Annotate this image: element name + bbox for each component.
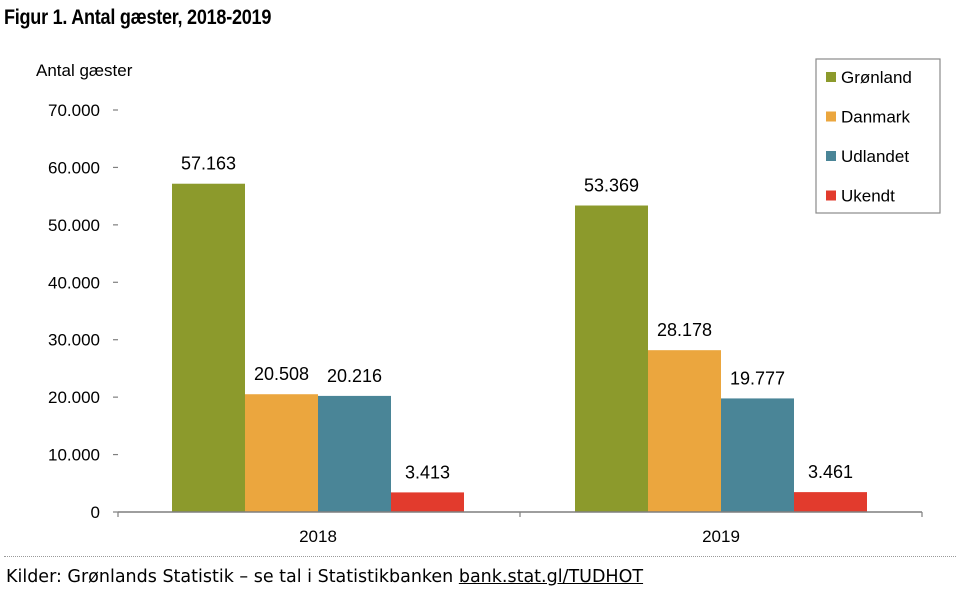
bar-chart: Antal gæster 0 10.000 20.000 30.000 40.000 50… [36, 58, 941, 546]
bar-grønland-2018 [172, 183, 245, 512]
bar-udlandet-2019 [721, 398, 794, 512]
y-tick-label: 50.000 [48, 216, 100, 235]
y-axis-ticks: 0 10.000 20.000 30.000 40.000 50.000 60.000 70.… [48, 101, 118, 522]
legend: Grønland Danmark Udlandet Ukendt [815, 58, 941, 214]
y-tick-label: 30.000 [48, 331, 100, 350]
y-axis-label: Antal gæster [36, 61, 133, 80]
source-note: Kilder: Grønlands Statistik – se tal i S… [6, 567, 643, 587]
source-separator [4, 556, 956, 557]
bar-value-label: 53.369 [584, 176, 639, 196]
y-tick-label: 40.000 [48, 273, 100, 292]
source-link[interactable]: bank.stat.gl/TUDHOT [458, 567, 644, 587]
x-axis-ticks: 2018 2019 [117, 512, 923, 546]
legend-swatch [826, 190, 836, 201]
bars [172, 183, 867, 512]
bar-value-label: 28.178 [657, 320, 712, 340]
x-tick-label: 2019 [702, 527, 740, 546]
bar-value-label: 20.508 [254, 364, 309, 384]
source-text: Kilder: Grønlands Statistik – se tal i S… [6, 567, 459, 587]
y-tick-label: 10.000 [48, 446, 100, 465]
y-tick-label: 0 [91, 503, 100, 522]
bar-ukendt-2018 [391, 492, 464, 512]
bar-value-label: 20.216 [327, 366, 382, 386]
legend-label: Ukendt [841, 187, 895, 206]
bar-value-label: 3.413 [405, 462, 450, 482]
y-tick-label: 20.000 [48, 388, 100, 407]
bar-grønland-2019 [575, 205, 648, 512]
legend-swatch [826, 111, 836, 122]
legend-swatch [826, 151, 836, 161]
legend-label: Danmark [841, 108, 910, 127]
bar-value-label: 57.163 [181, 154, 236, 174]
x-tick-label: 2018 [299, 527, 337, 546]
legend-box [815, 58, 941, 214]
legend-swatch [826, 72, 836, 82]
legend-label: Grønland [841, 68, 912, 87]
bar-ukendt-2019 [794, 492, 867, 512]
legend-label: Udlandet [841, 147, 909, 166]
figure-title: Figur 1. Antal gæster, 2018-2019 [4, 6, 272, 29]
bar-danmark-2019 [648, 350, 721, 512]
bar-udlandet-2018 [318, 395, 391, 512]
bar-value-label: 19.777 [730, 368, 785, 388]
y-tick-label: 60.000 [48, 158, 100, 177]
bar-value-label: 3.461 [808, 462, 853, 482]
bar-labels: 57.163 20.508 20.216 3.413 53.369 28.178 19.77… [181, 154, 853, 483]
bar-danmark-2018 [245, 394, 318, 512]
y-tick-label: 70.000 [48, 101, 100, 120]
